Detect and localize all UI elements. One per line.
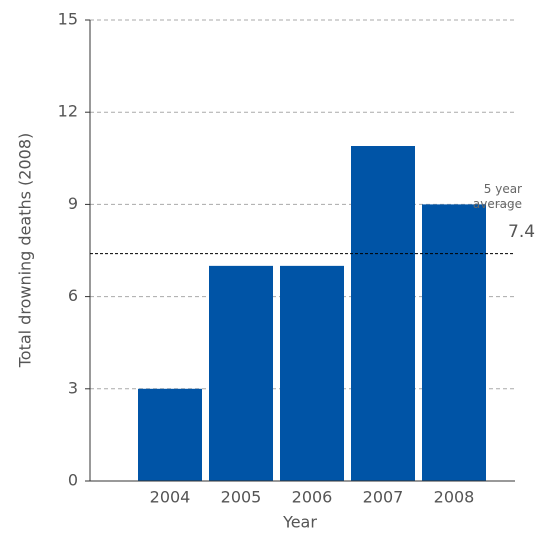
bar xyxy=(351,146,415,482)
y-axis-title: Total drowning deaths (2008) xyxy=(16,133,35,369)
x-axis-title: Year xyxy=(282,513,317,532)
x-tick-label: 2005 xyxy=(221,488,262,507)
x-tick-label: 2004 xyxy=(150,488,191,507)
y-tick-label: 3 xyxy=(68,378,78,397)
y-tick-label: 0 xyxy=(68,471,78,490)
y-tick-label: 6 xyxy=(68,286,78,305)
bar xyxy=(280,265,344,481)
bar xyxy=(422,204,486,481)
x-tick-label: 2006 xyxy=(292,488,333,507)
y-tick-label: 15 xyxy=(58,10,78,29)
bar xyxy=(138,388,202,481)
average-label: 5 year average xyxy=(472,182,522,211)
y-tick-label: 12 xyxy=(58,102,78,121)
x-tick-label: 2007 xyxy=(363,488,404,507)
y-tick-label: 9 xyxy=(68,194,78,213)
bar xyxy=(209,265,273,481)
x-tick-label: 2008 xyxy=(434,488,475,507)
average-value: 7.4 xyxy=(508,222,536,242)
